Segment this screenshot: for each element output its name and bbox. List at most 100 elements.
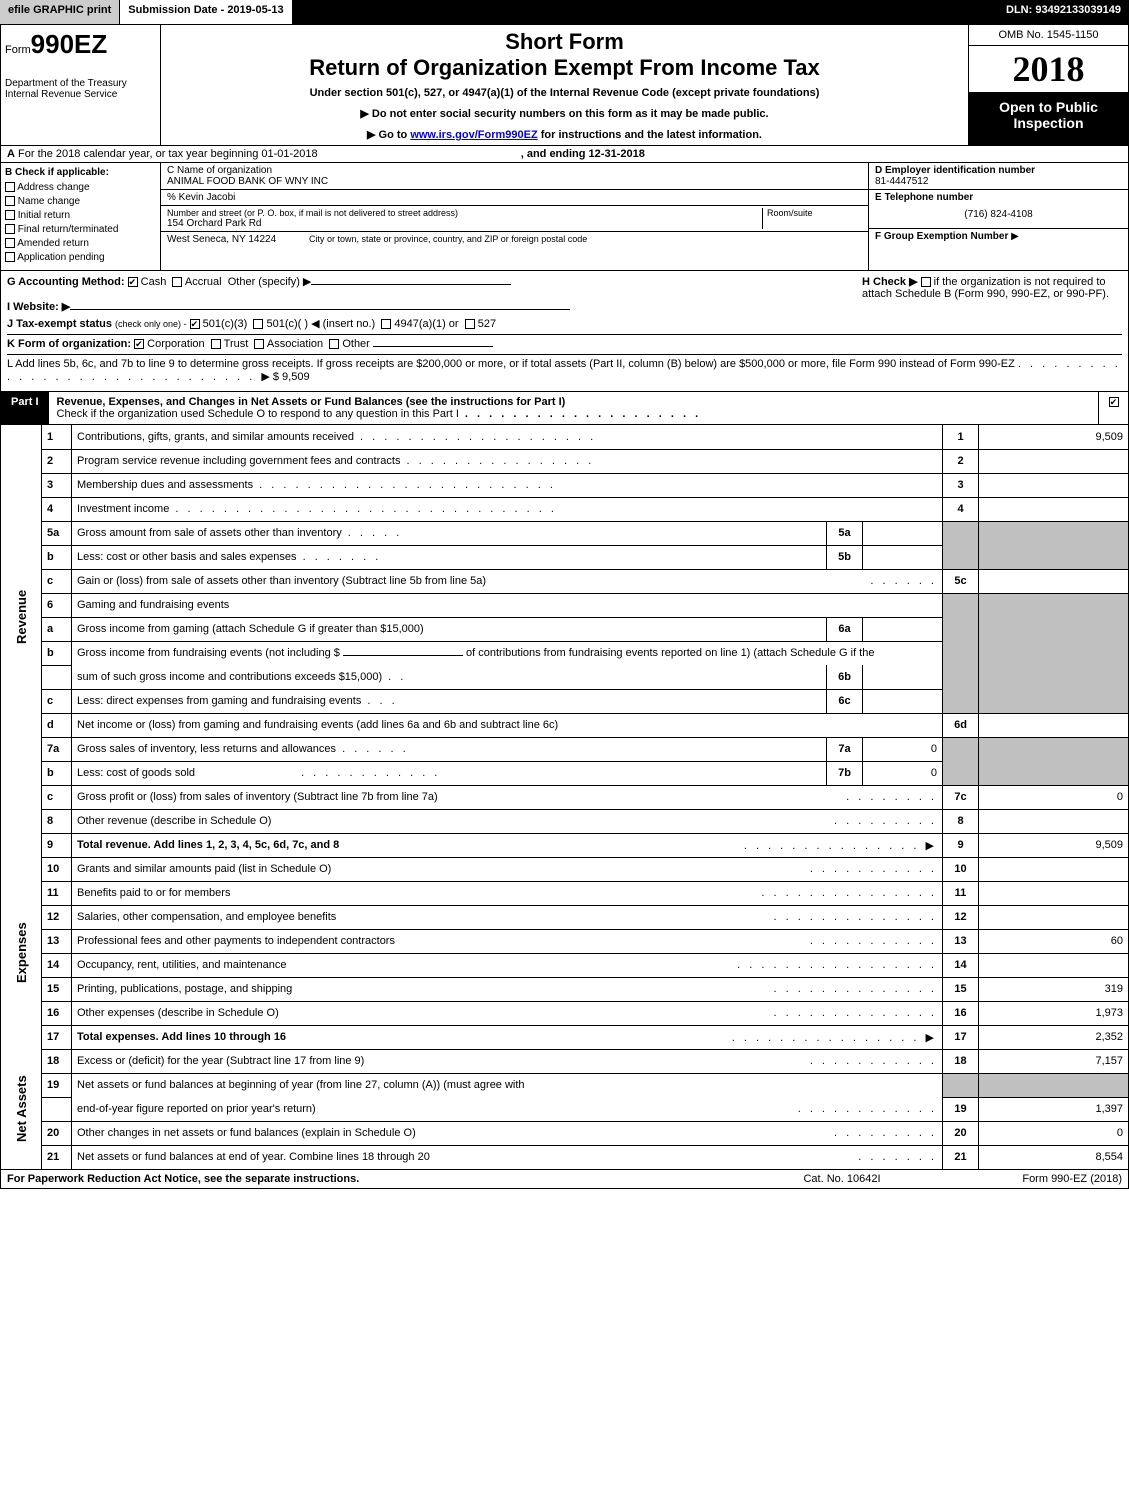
l5b-desc: Less: cost or other basis and sales expe…	[72, 545, 827, 569]
goto-link[interactable]: www.irs.gov/Form990EZ	[410, 129, 537, 141]
l16-ln: 16	[943, 1001, 979, 1025]
l7a-ref: 7a	[827, 737, 863, 761]
j-4947-checkbox[interactable]	[381, 319, 391, 329]
l6c-num: c	[42, 689, 72, 713]
l13-desc: Professional fees and other payments to …	[72, 929, 943, 953]
i-line: I Website: ▶	[7, 300, 1122, 313]
part1-check[interactable]	[1098, 392, 1128, 424]
l19-grey	[943, 1073, 979, 1097]
chk-final[interactable]: Final return/terminated	[5, 224, 156, 235]
department-label: Department of the Treasury Internal Reve…	[5, 78, 156, 100]
form-header: Form990EZ Department of the Treasury Int…	[0, 24, 1129, 146]
l6d-ln: 6d	[943, 713, 979, 737]
line-6: 6 Gaming and fundraising events	[1, 593, 1129, 617]
page-footer: For Paperwork Reduction Act Notice, see …	[0, 1170, 1129, 1189]
j-501c-checkbox[interactable]	[253, 319, 263, 329]
l7c-desc: Gross profit or (loss) from sales of inv…	[72, 785, 943, 809]
goto-pre: ▶ Go to	[367, 129, 410, 141]
line-2: 2 Program service revenue including gove…	[1, 449, 1129, 473]
header-left: Form990EZ Department of the Treasury Int…	[1, 25, 161, 145]
l7c-amt: 0	[979, 785, 1129, 809]
f-label: F Group Exemption Number	[875, 231, 1008, 242]
j-527-label: 527	[478, 318, 496, 330]
website-input[interactable]	[70, 309, 570, 310]
l12-desc: Salaries, other compensation, and employ…	[72, 905, 943, 929]
l19-num: 19	[42, 1073, 72, 1097]
l6-grey	[943, 593, 979, 713]
line-18: Net Assets 18 Excess or (deficit) for th…	[1, 1049, 1129, 1073]
j-4947-label: 4947(a)(1) or	[394, 318, 458, 330]
d-ein-cell: D Employer identification number 81-4447…	[869, 163, 1128, 190]
ein-value: 81-4447512	[875, 176, 928, 187]
chk-pending[interactable]: Application pending	[5, 252, 156, 263]
k-corp-label: Corporation	[147, 338, 204, 350]
k-assoc-checkbox[interactable]	[254, 339, 264, 349]
dln-number: DLN: 93492133039149	[998, 0, 1129, 24]
k-other-checkbox[interactable]	[329, 339, 339, 349]
l15-desc: Printing, publications, postage, and shi…	[72, 977, 943, 1001]
l6b-num2	[42, 665, 72, 689]
footer-mid: Cat. No. 10642I	[742, 1173, 942, 1185]
col-b: B Check if applicable: Address change Na…	[1, 163, 161, 270]
j-501c3-checkbox[interactable]	[190, 319, 200, 329]
b-title: B Check if applicable:	[5, 167, 156, 178]
l5a-desc: Gross amount from sale of assets other t…	[72, 521, 827, 545]
line-9: 9 Total revenue. Add lines 1, 2, 3, 4, 5…	[1, 833, 1129, 857]
l7c-ln: 7c	[943, 785, 979, 809]
k-corp-checkbox[interactable]	[134, 339, 144, 349]
dept-treasury: Department of the Treasury	[5, 78, 156, 89]
tax-year: 2018	[969, 46, 1128, 93]
g-other-input[interactable]	[311, 284, 511, 285]
l1-num: 1	[42, 425, 72, 449]
l2-num: 2	[42, 449, 72, 473]
l5a-num: 5a	[42, 521, 72, 545]
l20-num: 20	[42, 1121, 72, 1145]
l14-ln: 14	[943, 953, 979, 977]
l16-desc: Other expenses (describe in Schedule O) …	[72, 1001, 943, 1025]
l6-num: 6	[42, 593, 72, 617]
k-other-label: Other	[342, 338, 370, 350]
under-section: Under section 501(c), 527, or 4947(a)(1)…	[169, 87, 960, 99]
part1-subtitle: Check if the organization used Schedule …	[57, 408, 459, 420]
k-trust-checkbox[interactable]	[211, 339, 221, 349]
l17-desc: Total expenses. Add lines 10 through 16 …	[72, 1025, 943, 1049]
line-5a: 5a Gross amount from sale of assets othe…	[1, 521, 1129, 545]
chk-address[interactable]: Address change	[5, 182, 156, 193]
l6b-input[interactable]	[343, 655, 463, 656]
l5b-refv	[863, 545, 943, 569]
l6a-refv	[863, 617, 943, 641]
l2-amt	[979, 449, 1129, 473]
l7a-num: 7a	[42, 737, 72, 761]
l9-ln: 9	[943, 833, 979, 857]
l-line: L Add lines 5b, 6c, and 7b to line 9 to …	[7, 354, 1122, 383]
l18-desc: Excess or (deficit) for the year (Subtra…	[72, 1049, 943, 1073]
l17-ln: 17	[943, 1025, 979, 1049]
l9-desc: Total revenue. Add lines 1, 2, 3, 4, 5c,…	[72, 833, 943, 857]
g-cash-checkbox[interactable]	[128, 277, 138, 287]
a-text: For the 2018 calendar year, or tax year …	[15, 148, 318, 160]
top-bar: efile GRAPHIC print Submission Date - 20…	[0, 0, 1129, 24]
line-13: 13 Professional fees and other payments …	[1, 929, 1129, 953]
l13-num: 13	[42, 929, 72, 953]
l14-amt	[979, 953, 1129, 977]
l5ab-grey	[943, 521, 979, 569]
l6b-desc1: Gross income from fundraising events (no…	[72, 641, 943, 665]
l6c-refv	[863, 689, 943, 713]
chk-initial[interactable]: Initial return	[5, 210, 156, 221]
c-city-cell: West Seneca, NY 14224 City or town, stat…	[161, 232, 868, 247]
efile-print-button[interactable]: efile GRAPHIC print	[0, 0, 120, 24]
l5ab-grey-amt	[979, 521, 1129, 569]
col-c: C Name of organization ANIMAL FOOD BANK …	[161, 163, 868, 270]
i-label: I Website: ▶	[7, 301, 70, 313]
side-expenses: Expenses	[1, 857, 42, 1049]
chk-amended[interactable]: Amended return	[5, 238, 156, 249]
k-other-input[interactable]	[373, 346, 493, 347]
l17-num: 17	[42, 1025, 72, 1049]
j-527-checkbox[interactable]	[465, 319, 475, 329]
city-value: West Seneca, NY 14224	[167, 234, 276, 245]
g-accrual-checkbox[interactable]	[172, 277, 182, 287]
h-checkbox[interactable]	[921, 277, 931, 287]
chk-name[interactable]: Name change	[5, 196, 156, 207]
e-label: E Telephone number	[875, 192, 973, 203]
l20-ln: 20	[943, 1121, 979, 1145]
